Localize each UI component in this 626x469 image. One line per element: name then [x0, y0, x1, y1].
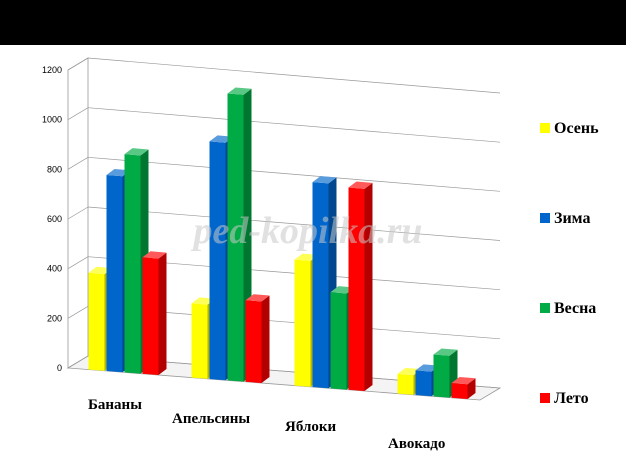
gridline-side — [67, 355, 89, 369]
gridline-side — [67, 107, 89, 120]
bar-front — [348, 187, 365, 392]
legend: Осень Зима Весна Лето — [540, 120, 599, 407]
bar-top — [227, 87, 252, 95]
bar-front — [142, 257, 159, 376]
chart-walls — [66, 57, 502, 401]
y-tick-label: 600 — [47, 214, 62, 224]
x-axis-categories: Бананы Апельсины Яблоки Авокадо — [88, 397, 445, 452]
legend-swatch — [540, 123, 550, 133]
bar-top — [312, 176, 337, 184]
legend-item: Весна — [540, 300, 596, 317]
bar-front — [191, 303, 208, 379]
y-tick-label: 0 — [57, 363, 62, 373]
watermark: ped-kopilka.ru — [190, 210, 422, 252]
category-label: Авокадо — [388, 436, 445, 452]
gridline — [87, 57, 501, 94]
bar-top — [142, 251, 167, 259]
bar-front — [209, 141, 226, 381]
bar-top — [245, 294, 270, 302]
bar-front — [245, 300, 262, 384]
bar-front — [397, 373, 414, 395]
legend-swatch — [540, 213, 550, 223]
bar-side — [158, 252, 167, 376]
category-label: Апельсины — [172, 411, 250, 427]
bar-top — [451, 377, 476, 385]
bar-front — [415, 370, 432, 397]
bar-top — [348, 181, 373, 189]
category-label: Бананы — [88, 397, 142, 413]
chart-bars — [88, 87, 476, 400]
bar-front — [106, 174, 123, 373]
gridline-side — [67, 306, 89, 319]
bar-side — [467, 378, 476, 400]
legend-item: Лето — [540, 390, 589, 407]
bar-side — [364, 182, 373, 392]
bar-side — [261, 295, 270, 384]
bar-front — [312, 182, 329, 389]
bar — [142, 251, 167, 376]
bar — [451, 377, 476, 400]
y-tick-label: 1000 — [42, 115, 62, 125]
legend-item: Осень — [540, 120, 599, 137]
legend-label: Лето — [554, 390, 589, 407]
bar-front — [227, 93, 244, 382]
bar — [245, 294, 270, 384]
bar — [348, 181, 373, 392]
bar-top — [124, 148, 149, 156]
legend-swatch — [540, 303, 550, 313]
gridline-side — [67, 157, 89, 170]
y-tick-label: 800 — [47, 164, 62, 174]
category-label: Яблоки — [285, 419, 337, 435]
legend-label: Осень — [554, 120, 599, 137]
gridline-side — [67, 206, 89, 220]
gridline — [87, 206, 501, 241]
gridline-side — [67, 256, 89, 269]
legend-item: Зима — [540, 210, 590, 227]
y-axis-ticks: 0 200 400 600 800 1000 1200 — [42, 65, 62, 373]
gridline-side — [67, 57, 89, 71]
y-tick-label: 200 — [47, 313, 62, 323]
y-tick-label: 1200 — [42, 65, 62, 75]
bar-front — [124, 154, 141, 374]
bar-front — [433, 354, 450, 398]
bar-front — [330, 292, 347, 390]
y-tick-label: 400 — [47, 264, 62, 274]
bar-front — [88, 272, 105, 371]
bar-front — [451, 383, 468, 400]
legend-label: Зима — [554, 210, 590, 227]
bar-front — [294, 259, 311, 387]
gridline — [87, 107, 501, 143]
legend-swatch — [540, 393, 550, 403]
gridline — [87, 156, 501, 192]
bar-top — [433, 348, 458, 356]
legend-label: Весна — [554, 300, 596, 317]
